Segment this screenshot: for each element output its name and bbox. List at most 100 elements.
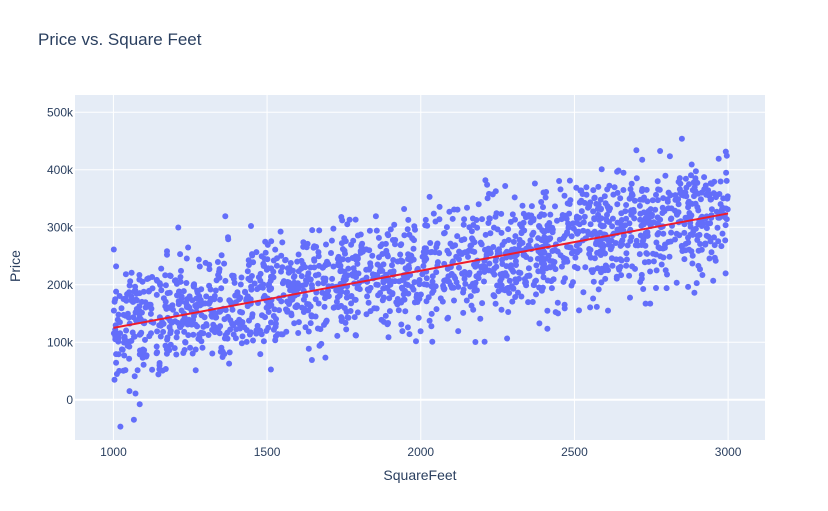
scatter-point xyxy=(654,231,661,238)
scatter-point xyxy=(276,307,282,314)
scatter-point xyxy=(533,291,539,298)
scatter-point xyxy=(346,216,353,223)
scatter-point xyxy=(542,194,549,201)
scatter-point xyxy=(717,178,724,185)
scatter-point xyxy=(342,319,349,326)
scatter-point xyxy=(402,287,408,294)
scatter-point xyxy=(303,279,310,286)
scatter-point xyxy=(400,296,407,303)
scatter-point xyxy=(294,280,301,287)
scatter-point xyxy=(395,307,402,314)
scatter-point xyxy=(627,238,634,244)
scatter-point xyxy=(410,286,417,293)
scatter-point xyxy=(392,241,398,248)
scatter-point xyxy=(384,251,391,258)
scatter-point xyxy=(698,246,705,253)
scatter-point xyxy=(312,296,319,303)
scatter-point xyxy=(609,223,616,230)
scatter-point xyxy=(665,189,672,196)
scatter-point xyxy=(540,204,546,211)
scatter-point xyxy=(636,251,643,258)
scatter-point xyxy=(623,256,630,263)
scatter-point xyxy=(590,208,597,215)
scatter-point xyxy=(308,312,315,319)
scatter-point xyxy=(539,284,546,291)
scatter-point xyxy=(429,278,436,285)
scatter-point xyxy=(685,283,692,290)
scatter-point xyxy=(714,224,721,231)
scatter-point xyxy=(543,189,550,195)
scatter-point xyxy=(156,322,163,329)
scatter-point xyxy=(357,249,364,256)
scatter-point xyxy=(115,311,122,318)
scatter-point xyxy=(443,224,450,231)
scatter-point xyxy=(539,269,546,276)
scatter-point xyxy=(322,354,329,361)
scatter-point xyxy=(222,213,229,220)
scatter-point xyxy=(363,246,370,253)
scatter-point xyxy=(499,256,506,263)
scatter-point xyxy=(711,242,718,249)
scatter-point xyxy=(113,359,120,366)
scatter-point xyxy=(417,328,424,335)
scatter-point xyxy=(626,220,633,227)
scatter-point xyxy=(609,215,616,222)
scatter-point xyxy=(114,316,121,323)
scatter-point xyxy=(484,181,491,188)
scatter-point xyxy=(408,253,415,260)
scatter-point xyxy=(426,317,433,324)
scatter-point xyxy=(343,308,350,315)
scatter-point xyxy=(110,307,117,314)
scatter-point xyxy=(658,261,665,268)
scatter-point xyxy=(421,281,428,288)
scatter-point xyxy=(450,258,456,265)
scatter-point xyxy=(372,213,379,220)
scatter-point xyxy=(617,256,624,263)
scatter-point xyxy=(323,241,329,248)
x-axis-ticks: 1000 1500 2000 2500 3000 xyxy=(100,445,742,459)
scatter-point xyxy=(583,184,590,191)
scatter-point xyxy=(385,277,392,284)
scatter-point xyxy=(317,326,324,333)
scatter-point xyxy=(428,323,435,330)
scatter-point xyxy=(171,277,178,284)
scatter-point xyxy=(245,257,252,264)
scatter-point xyxy=(700,220,706,227)
scatter-point xyxy=(478,241,485,248)
scatter-point xyxy=(117,423,124,430)
scatter-point xyxy=(136,290,143,297)
scatter-point xyxy=(525,299,532,306)
scatter-point xyxy=(681,256,688,263)
scatter-point xyxy=(222,307,229,313)
scatter-point xyxy=(446,208,453,215)
scatter-point xyxy=(245,275,252,282)
scatter-point xyxy=(607,205,613,212)
scatter-point xyxy=(490,244,497,250)
scatter-point xyxy=(723,152,730,159)
scatter-point xyxy=(213,277,220,284)
scatter-point xyxy=(708,249,715,256)
scatter-point xyxy=(298,273,305,280)
scatter-point xyxy=(441,230,447,237)
scatter-point xyxy=(433,306,440,313)
scatter-point xyxy=(413,338,419,345)
scatter-point xyxy=(193,304,200,311)
scatter-point xyxy=(618,217,625,223)
scatter-point xyxy=(288,285,295,292)
scatter-point xyxy=(722,222,729,229)
scatter-point xyxy=(261,292,268,299)
scatter-point xyxy=(280,278,287,285)
scatter-point xyxy=(501,238,508,245)
scatter-point xyxy=(637,278,644,285)
scatter-point xyxy=(305,307,312,314)
scatter-point xyxy=(624,242,631,249)
y-tick-label: 300k xyxy=(47,220,74,234)
scatter-point xyxy=(411,299,418,306)
scatter-point xyxy=(272,320,279,327)
x-tick-label: 3000 xyxy=(715,445,742,459)
scatter-point xyxy=(533,262,540,269)
y-tick-label: 500k xyxy=(47,105,74,119)
x-axis-label: SquareFeet xyxy=(383,467,456,483)
scatter-point xyxy=(291,320,298,327)
scatter-point xyxy=(424,222,431,229)
